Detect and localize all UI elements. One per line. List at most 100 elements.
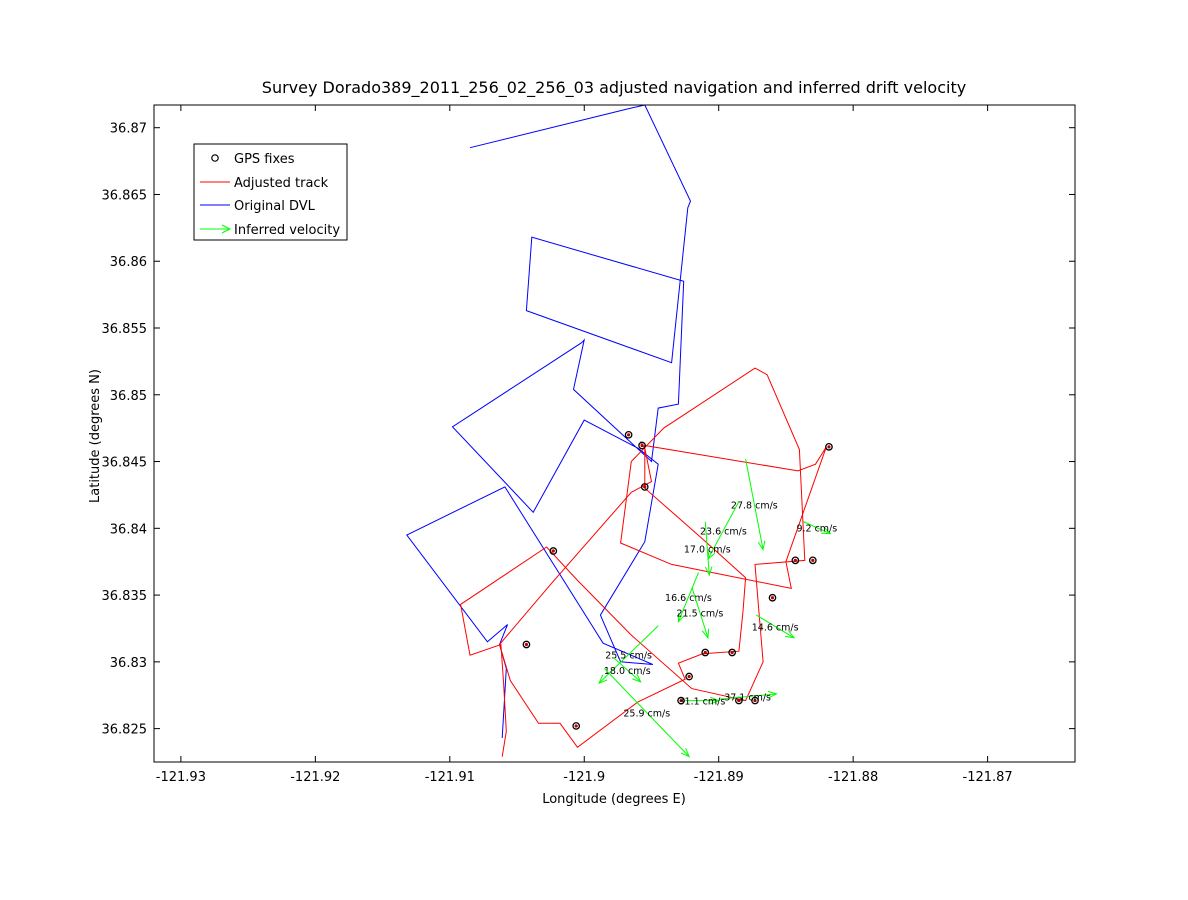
gps-fix-marker-fill (679, 698, 683, 703)
gps-fix-marker-fill (827, 445, 831, 449)
velocity-arrow-shaft (718, 693, 777, 700)
chart-title: Survey Dorado389_2011_256_02_256_03 adju… (262, 78, 966, 98)
velocity-arrow-shaft (707, 501, 740, 560)
gps-fix-marker (728, 648, 736, 657)
gps-fix-marker (685, 672, 693, 681)
axis-ticks: -121.93 -121.92 -121.91 -121.9 -121.89 -121.8… (102, 105, 1075, 785)
x-axis-title: Longitude (degrees E) (542, 792, 686, 807)
velocity-label: 25.5 cm/s (605, 651, 652, 662)
y-tick-label: 36.84 (110, 522, 147, 537)
gps-fix-marker-fill (737, 698, 741, 703)
x-tick-label: -121.91 (425, 770, 475, 785)
velocity-arrow-shaft (704, 521, 710, 576)
velocity-arrow-shaft (691, 586, 709, 638)
gps-fix-marker-fill (524, 642, 529, 647)
y-tick-label: 36.835 (102, 589, 148, 604)
velocity-arrow-head (821, 526, 832, 535)
velocity-arrow-head (680, 748, 691, 758)
gps-fix-marker (640, 483, 649, 491)
legend-swatch-gps-fixes (211, 154, 219, 162)
velocity-arrow (677, 572, 699, 624)
gps-fix-marker-fill (643, 485, 647, 489)
gps-fix-marker (768, 593, 777, 602)
x-tick-label: -121.9 (563, 770, 605, 785)
gps-fix-marker (808, 556, 817, 565)
y-tick-label: 36.85 (110, 389, 147, 404)
velocity-arrow-shaft (756, 614, 795, 639)
velocity-arrow-shaft (677, 572, 699, 622)
velocity-arrow-head (757, 540, 766, 552)
velocity-label: 14.6 cm/s (752, 622, 799, 633)
velocity-label: 9.2 cm/s (796, 524, 837, 535)
legend-swatch-arrowhead (221, 224, 232, 234)
gps-fix-marker-fill (703, 650, 707, 655)
y-tick-label: 36.825 (102, 723, 148, 738)
x-tick-label: -121.93 (156, 770, 206, 785)
y-tick-label: 36.86 (110, 255, 147, 270)
legend-box (193, 143, 348, 241)
velocity-arrow-shaft (613, 657, 642, 683)
gps-fix-marker (572, 722, 581, 730)
gps-fix-marker-fill (687, 674, 691, 679)
y-axis-title: Latitude (degrees N) (88, 369, 103, 503)
gps-fix-marker-fill (770, 596, 775, 600)
y-tick-label: 36.855 (102, 322, 148, 337)
x-tick-label: -121.89 (694, 770, 744, 785)
legend-label: Adjusted track (234, 176, 329, 191)
adjusted-track-line (460, 367, 827, 757)
velocity-arrow-shaft (604, 668, 690, 758)
velocity-label: 37.1 cm/s (724, 693, 771, 704)
gps-fix-marker-fill (793, 558, 797, 562)
velocity-label: 23.6 cm/s (700, 526, 747, 537)
gps-fix-marker (791, 556, 800, 565)
y-tick-label: 36.83 (110, 656, 147, 671)
velocity-label: 25.9 cm/s (623, 709, 670, 720)
velocity-label: 18.0 cm/s (604, 666, 651, 677)
velocity-arrow (718, 690, 778, 700)
velocity-arrow (685, 696, 721, 705)
y-tick-label: 36.845 (102, 456, 148, 471)
velocity-label: 17.0 cm/s (684, 544, 731, 555)
legend-label: Original DVL (234, 199, 316, 214)
original-dvl-line (406, 105, 692, 739)
velocity-label: 27.8 cm/s (731, 500, 778, 511)
gps-fix-marker (751, 696, 759, 705)
gps-fix-marker (638, 441, 646, 450)
gps-fix-marker (624, 430, 633, 439)
gps-fix-marker-fill (640, 443, 644, 448)
x-tick-label: -121.92 (290, 770, 340, 785)
velocity-label: 16.6 cm/s (665, 593, 712, 604)
gps-fix-marker (825, 443, 833, 451)
velocity-arrow-head (710, 696, 721, 705)
velocity-arrow (613, 657, 642, 683)
gps-fix-marker-fill (551, 549, 555, 553)
gps-fix-marker (549, 547, 558, 555)
velocity-arrow-head (701, 628, 710, 640)
gps-fix-marker-fill (753, 698, 757, 703)
legend-label: Inferred velocity (234, 223, 340, 238)
axes-box (153, 104, 1076, 763)
gps-fix-marker (701, 648, 710, 657)
velocity-arrow (756, 614, 796, 639)
plot-area: 27.8 cm/s 9.2 cm/s 23.6 cm/s 17.0 cm/s 16.6 … (406, 105, 837, 758)
velocity-arrow (745, 458, 766, 552)
gps-fix-marker-fill (811, 558, 815, 562)
velocity-arrow-head (677, 612, 685, 624)
y-tick-label: 36.87 (110, 122, 147, 137)
velocity-label: 31.1 cm/s (678, 697, 725, 708)
velocity-arrow-head (598, 674, 608, 685)
gps-fix-marker-fill (730, 650, 734, 655)
x-tick-label: -121.87 (963, 770, 1013, 785)
velocity-arrow (691, 586, 710, 640)
y-tick-label: 36.865 (102, 188, 148, 203)
x-tick-label: -121.88 (828, 770, 878, 785)
legend: GPS fixes Adjusted track Original DVL Infer… (193, 143, 348, 241)
velocity-arrow (604, 668, 691, 758)
velocity-arrow-shaft (745, 458, 764, 550)
velocity-arrow (803, 521, 832, 535)
gps-fix-marker (677, 696, 685, 705)
legend-label: GPS fixes (234, 152, 295, 167)
velocity-arrow-head (767, 690, 778, 699)
